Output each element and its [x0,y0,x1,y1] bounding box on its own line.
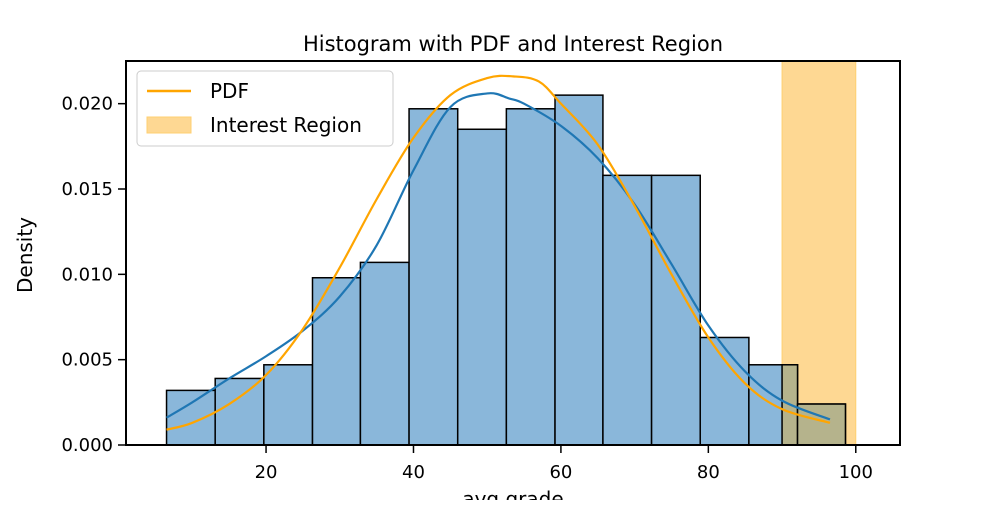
histogram-bar-8 [505,108,556,446]
histogram-bar-12 [699,336,750,446]
y-tick-label-4: 0.015 [61,179,113,200]
legend: PDF Interest Region [136,70,394,147]
y-axis-label: Density [13,217,37,293]
kde-curve [165,92,831,421]
histogram-bar-7 [456,128,508,446]
x-axis-label: avg grade [462,487,563,500]
chart-title: Histogram with PDF and Interest Region [303,32,723,56]
histogram-bar-1 [165,389,216,446]
histogram-bar-2 [214,377,265,446]
histogram-bar-3 [263,364,314,446]
y-tick-label-5: 0.020 [61,94,113,115]
histogram-bar-11 [650,174,701,446]
y-tick-label-2: 0.005 [61,350,113,371]
pdf-curve [166,74,831,431]
x-tick-label-2: 40 [402,462,425,483]
y-tick-label-1: 0.000 [61,435,113,456]
histogram-bar-9 [554,94,604,446]
histogram-bar-5 [359,261,410,446]
histogram-bars [165,94,847,446]
plot-frame [125,60,901,446]
legend-interest-region-label: Interest Region [210,113,362,137]
histogram-bar-4 [311,276,362,446]
legend-pdf-label: PDF [210,79,249,103]
ticks: 20 40 60 80 100 0.000 0.005 0.010 0.015 0.020 [61,94,872,483]
y-tick-label-3: 0.010 [61,264,113,285]
axes [125,60,901,446]
x-tick-label-4: 80 [697,462,720,483]
x-tick-label-3: 60 [549,462,572,483]
histogram-bar-10 [602,174,653,446]
curve-lines [165,74,831,431]
legend-interest-region-swatch [146,116,192,134]
x-tick-label-1: 20 [255,462,278,483]
histogram-bar-6 [408,108,459,446]
x-tick-label-5: 100 [839,462,873,483]
legend-frame [136,70,394,147]
